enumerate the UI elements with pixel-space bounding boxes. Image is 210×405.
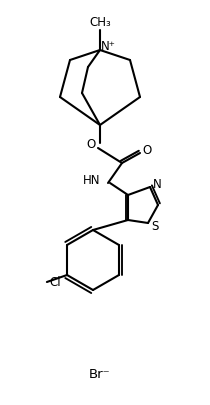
Text: N⁺: N⁺ <box>101 40 116 53</box>
Text: Br⁻: Br⁻ <box>89 369 111 382</box>
Text: Cl: Cl <box>49 275 60 288</box>
Text: O: O <box>86 138 96 151</box>
Text: S: S <box>151 220 159 234</box>
Text: N: N <box>153 177 161 190</box>
Text: CH₃: CH₃ <box>89 15 111 28</box>
Text: O: O <box>142 145 152 158</box>
Text: HN: HN <box>83 175 100 188</box>
